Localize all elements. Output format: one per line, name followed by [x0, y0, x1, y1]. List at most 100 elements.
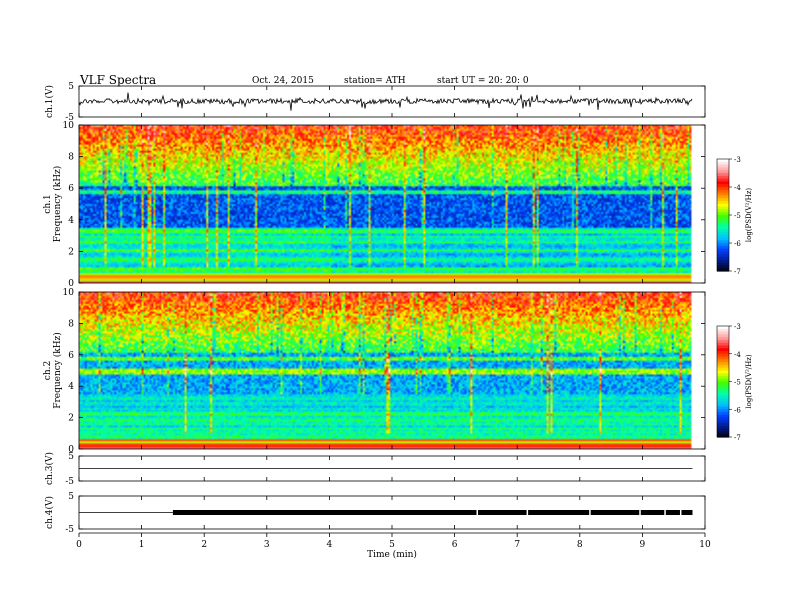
y-tick-label: 5 — [68, 452, 74, 462]
colorbar-cell — [717, 215, 729, 219]
y-tick-label: 6 — [68, 184, 74, 194]
colorbar-cell — [717, 434, 729, 438]
ch1-waveform — [78, 92, 693, 111]
colorbar-cell — [717, 229, 729, 233]
panel-ch1-line: 5 -5 ch.1(V) — [44, 82, 706, 123]
colorbar-cell — [717, 245, 729, 250]
x-tick-label: 4 — [327, 540, 333, 550]
colorbar-cell — [717, 406, 729, 410]
y-tick-label: 10 — [63, 288, 75, 298]
colorbar-cell — [717, 159, 729, 163]
y-tick-label: 10 — [63, 121, 75, 131]
y-tick-label: -5 — [65, 525, 74, 535]
colorbar-tick-label: -5 — [734, 379, 741, 387]
y-tick-label: 2 — [68, 414, 74, 424]
colorbar-tick-label: -5 — [734, 212, 741, 220]
x-axis-label: Time (min) — [367, 549, 417, 560]
colorbar-cell — [717, 395, 729, 399]
colorbar-cell — [717, 337, 729, 341]
colorbar-cell — [717, 189, 729, 194]
colorbar-cell — [717, 223, 729, 227]
y-axis-label: ch.3(V) — [44, 452, 55, 485]
colorbar-cell — [717, 356, 729, 360]
x-tick-label: 2 — [201, 540, 207, 550]
panel-ch1-heatmap: 0 2 4 6 8 10 ch.1 Frequency (kHz) -3 -4 -5 -6 -7 log(… — [43, 121, 753, 289]
colorbar-cell — [717, 384, 729, 388]
colorbar-cell — [717, 417, 729, 421]
colorbar-cell — [717, 234, 729, 238]
colorbar-cell — [717, 226, 729, 230]
colorbar-cell — [717, 370, 729, 374]
colorbar-cell — [717, 206, 729, 210]
colorbar-cell — [717, 378, 729, 383]
colorbar-cell — [717, 212, 729, 216]
colorbar-cell — [717, 431, 729, 435]
ch4-gap — [476, 509, 479, 516]
start-time-label: start UT = 20: 20: 0 — [437, 76, 529, 86]
colorbar-cell — [717, 334, 729, 338]
colorbar-cell — [717, 217, 729, 222]
colorbar-cell — [717, 328, 729, 333]
x-tick-label: 0 — [76, 540, 82, 550]
colorbar-cell — [717, 428, 729, 433]
colorbar-cell — [717, 170, 729, 174]
colorbar-cell — [717, 331, 729, 335]
chart-title: VLF Spectra — [80, 73, 157, 87]
colorbar-cell — [717, 164, 729, 168]
panel-ch3-line: 5 -5 ch.3(V) — [44, 452, 706, 487]
y-tick-label: -5 — [65, 113, 74, 123]
colorbar-cell — [717, 175, 729, 180]
colorbar-tick-label: -4 — [734, 351, 741, 359]
colorbar-tick-label: -6 — [734, 240, 741, 248]
colorbar-cell — [717, 345, 729, 349]
colorbar-cell — [717, 201, 729, 205]
colorbar: -3 -4 -5 -6 -7 log(PSD(V²/Hz) — [716, 156, 753, 276]
x-tick-label: 3 — [264, 540, 270, 550]
colorbar-cell — [717, 240, 729, 244]
colorbar-cell — [717, 423, 729, 427]
colorbar-cell — [717, 342, 729, 347]
colorbar-cell — [717, 362, 729, 366]
ch4-gap — [679, 509, 682, 516]
spectrogram-image — [79, 292, 705, 449]
colorbar-cell — [717, 359, 729, 363]
ch4-gap — [639, 509, 641, 516]
colorbar-cell — [717, 248, 729, 252]
colorbar-cell — [717, 231, 729, 236]
x-tick-label: 8 — [577, 540, 583, 550]
ch4-gap — [664, 509, 666, 516]
colorbar-cell — [717, 409, 729, 413]
colorbar-tick-label: -4 — [734, 184, 741, 192]
colorbar-cell — [717, 195, 729, 199]
colorbar-cell — [717, 412, 729, 416]
colorbar-cell — [717, 420, 729, 424]
y-tick-label: 4 — [68, 382, 74, 392]
colorbar-cell — [717, 198, 729, 202]
y-axis-label: ch.4(V) — [44, 496, 55, 529]
x-tick-label: 9 — [640, 540, 646, 550]
y-tick-label: -5 — [65, 477, 74, 487]
colorbar-cell — [717, 367, 729, 371]
panel-ch2-heatmap: 0 2 4 6 8 10 ch.2 Frequency (kHz) -3 -4 -5 -6 -7 log(… — [43, 288, 753, 455]
ch4-gap — [526, 509, 529, 516]
y-tick-label: 6 — [68, 351, 74, 361]
y-tick-label: 0 — [68, 279, 74, 289]
station-label: station= ATH — [344, 76, 406, 86]
colorbar-cell — [717, 398, 729, 402]
colorbar-cell — [717, 259, 729, 264]
y-axis-label: Frequency (kHz) — [52, 166, 63, 243]
colorbar-cell — [717, 381, 729, 385]
colorbar-cell — [717, 425, 729, 430]
colorbar-cell — [717, 375, 729, 380]
x-tick-label: 6 — [452, 540, 458, 550]
colorbar-cell — [717, 237, 729, 241]
ch4-gap — [589, 509, 591, 516]
colorbar-cell — [717, 173, 729, 177]
colorbar-cell — [717, 414, 729, 419]
colorbar-cell — [717, 181, 729, 185]
y-axis-label: Frequency (kHz) — [52, 332, 63, 409]
colorbar-cell — [717, 257, 729, 261]
y-tick-label: 4 — [68, 216, 74, 226]
colorbar-cell — [717, 389, 729, 394]
